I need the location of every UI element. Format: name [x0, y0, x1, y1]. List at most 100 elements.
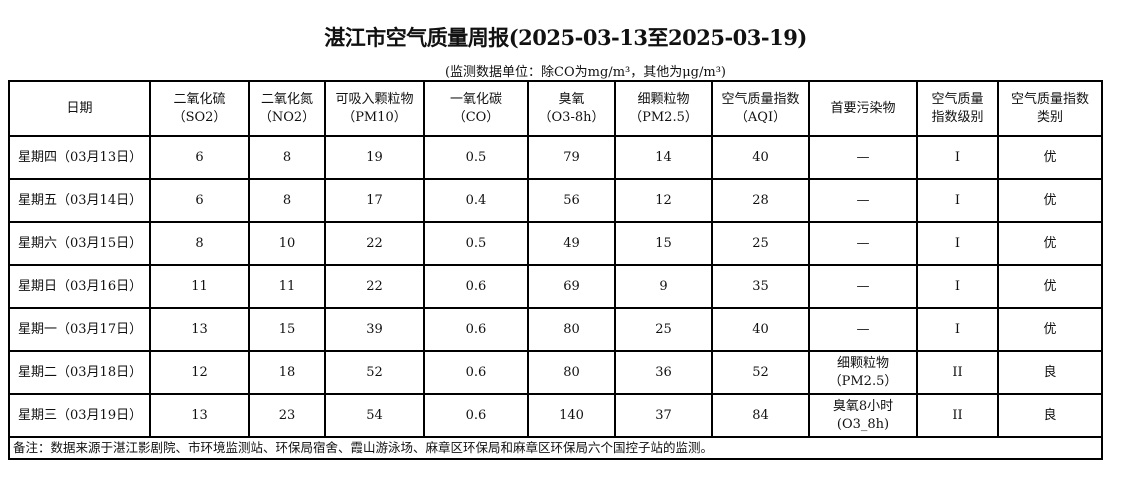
header-row: 日期 二氧化硫 （SO2） 二氧化氮 （NO2） 可吸入颗粒物 （PM10） 一氧化碳 （CO）… — [8, 80, 1103, 137]
cell-no2: 8 — [248, 135, 326, 180]
header-line1: 空气质量 — [931, 91, 984, 107]
pollutant-name: — — [856, 278, 870, 294]
air-quality-table: 日期 二氧化硫 （SO2） 二氧化氮 （NO2） 可吸入颗粒物 （PM10） 一氧化碳 （CO）… — [8, 80, 1103, 460]
cell-primary-pollutant: 臭氧8小时 (O3_8h) — [808, 393, 918, 438]
cell-aqi: 35 — [711, 264, 810, 309]
table-row: 星期二（03月18日） 12 18 52 0.6 80 36 52 细颗粒物 （PM2.5） II 良 — [8, 350, 1103, 395]
cell-no2: 8 — [248, 178, 326, 223]
cell-primary-pollutant: — — [808, 178, 918, 223]
cell-pm10: 22 — [324, 221, 425, 266]
cell-aqi: 28 — [711, 178, 810, 223]
cell-pm10: 19 — [324, 135, 425, 180]
cell-co: 0.6 — [423, 307, 529, 352]
cell-pm25: 14 — [614, 135, 713, 180]
cell-pm25: 15 — [614, 221, 713, 266]
cell-pm25: 37 — [614, 393, 713, 438]
header-line2: （O3-8h） — [538, 109, 605, 125]
header-line2: （AQI） — [734, 109, 787, 125]
cell-co: 0.6 — [423, 264, 529, 309]
cell-pm10: 39 — [324, 307, 425, 352]
header-line1: 臭氧 — [558, 91, 585, 107]
header-line1: 空气质量指数 — [721, 91, 800, 107]
cell-level: II — [916, 393, 999, 438]
cell-cat: 良 — [997, 393, 1103, 438]
column-header: 首要污染物 — [808, 80, 918, 137]
cell-no2: 11 — [248, 264, 326, 309]
column-header: 二氧化硫 （SO2） — [149, 80, 250, 137]
cell-level: I — [916, 221, 999, 266]
cell-co: 0.6 — [423, 350, 529, 395]
table-row: 星期六（03月15日） 8 10 22 0.5 49 15 25 — I 优 — [8, 221, 1103, 266]
cell-date: 星期四（03月13日） — [8, 135, 151, 180]
cell-primary-pollutant: — — [808, 307, 918, 352]
cell-so2: 13 — [149, 393, 250, 438]
cell-primary-pollutant: 细颗粒物 （PM2.5） — [808, 350, 918, 395]
cell-date: 星期六（03月15日） — [8, 221, 151, 266]
table-row: 星期三（03月19日） 13 23 54 0.6 140 37 84 臭氧8小时 (O3_8h) I… — [8, 393, 1103, 438]
pollutant-code: (O3_8h) — [836, 416, 890, 432]
cell-so2: 13 — [149, 307, 250, 352]
cell-cat: 优 — [997, 135, 1103, 180]
cell-date: 星期一（03月17日） — [8, 307, 151, 352]
unit-note: (监测数据单位：除CO为mg/m³，其他为μg/m³) — [444, 65, 726, 80]
table-row: 星期五（03月14日） 6 8 17 0.4 56 12 28 — I 优 — [8, 178, 1103, 223]
cell-pm25: 9 — [614, 264, 713, 309]
pollutant-name: — — [856, 321, 870, 337]
header-line1: 二氧化氮 — [260, 91, 313, 107]
cell-co: 0.6 — [423, 393, 529, 438]
pollutant-name: — — [856, 235, 870, 251]
header-line2: （PM10） — [342, 109, 407, 125]
cell-o3: 69 — [527, 264, 616, 309]
column-header: 一氧化碳 （CO） — [423, 80, 529, 137]
footnote-row: 备注：数据来源于湛江影剧院、市环境监测站、环保局宿舍、霞山游泳场、麻章区环保局和… — [8, 436, 1103, 460]
column-header: 二氧化氮 （NO2） — [248, 80, 326, 137]
cell-o3: 79 — [527, 135, 616, 180]
cell-date: 星期五（03月14日） — [8, 178, 151, 223]
column-header: 臭氧 （O3-8h） — [527, 80, 616, 137]
cell-no2: 15 — [248, 307, 326, 352]
column-header: 日期 — [8, 80, 151, 137]
footnote: 备注：数据来源于湛江影剧院、市环境监测站、环保局宿舍、霞山游泳场、麻章区环保局和… — [8, 436, 1103, 460]
cell-co: 0.5 — [423, 135, 529, 180]
cell-level: II — [916, 350, 999, 395]
cell-primary-pollutant: — — [808, 264, 918, 309]
header-line2: （PM2.5） — [629, 109, 698, 125]
cell-pm10: 54 — [324, 393, 425, 438]
cell-pm10: 17 — [324, 178, 425, 223]
column-header: 可吸入颗粒物 （PM10） — [324, 80, 425, 137]
cell-cat: 良 — [997, 350, 1103, 395]
header-line1: 二氧化硫 — [173, 91, 226, 107]
cell-co: 0.5 — [423, 221, 529, 266]
pollutant-name: 细颗粒物 — [836, 355, 889, 371]
cell-so2: 6 — [149, 178, 250, 223]
table-row: 星期一（03月17日） 13 15 39 0.6 80 25 40 — I 优 — [8, 307, 1103, 352]
cell-so2: 6 — [149, 135, 250, 180]
header-line1: 日期 — [66, 100, 93, 116]
pollutant-name: — — [856, 149, 870, 165]
table-row: 星期日（03月16日） 11 11 22 0.6 69 9 35— I 优 — [8, 264, 1103, 309]
cell-o3: 56 — [527, 178, 616, 223]
header-line2: （CO） — [452, 109, 500, 125]
page-title: 湛江市空气质量周报(2025-03-13至2025-03-19) — [324, 25, 807, 50]
header-line2: 指数级别 — [931, 109, 984, 125]
cell-no2: 10 — [248, 221, 326, 266]
cell-pm10: 22 — [324, 264, 425, 309]
cell-no2: 23 — [248, 393, 326, 438]
cell-o3: 140 — [527, 393, 616, 438]
cell-o3: 49 — [527, 221, 616, 266]
cell-so2: 12 — [149, 350, 250, 395]
cell-pm25: 12 — [614, 178, 713, 223]
header-line2: （NO2） — [258, 109, 316, 125]
pollutant-name: — — [856, 192, 870, 208]
pollutant-code: （PM2.5） — [828, 373, 898, 389]
column-header: 空气质量指数 类别 — [997, 80, 1103, 137]
header-line2: 类别 — [1036, 109, 1063, 125]
header-line1: 可吸入颗粒物 — [335, 91, 414, 107]
cell-pm25: 36 — [614, 350, 713, 395]
header-line1: 首要污染物 — [830, 100, 896, 116]
cell-aqi: 84 — [711, 393, 810, 438]
cell-so2: 8 — [149, 221, 250, 266]
cell-cat: 优 — [997, 307, 1103, 352]
cell-o3: 80 — [527, 307, 616, 352]
cell-aqi: 52 — [711, 350, 810, 395]
